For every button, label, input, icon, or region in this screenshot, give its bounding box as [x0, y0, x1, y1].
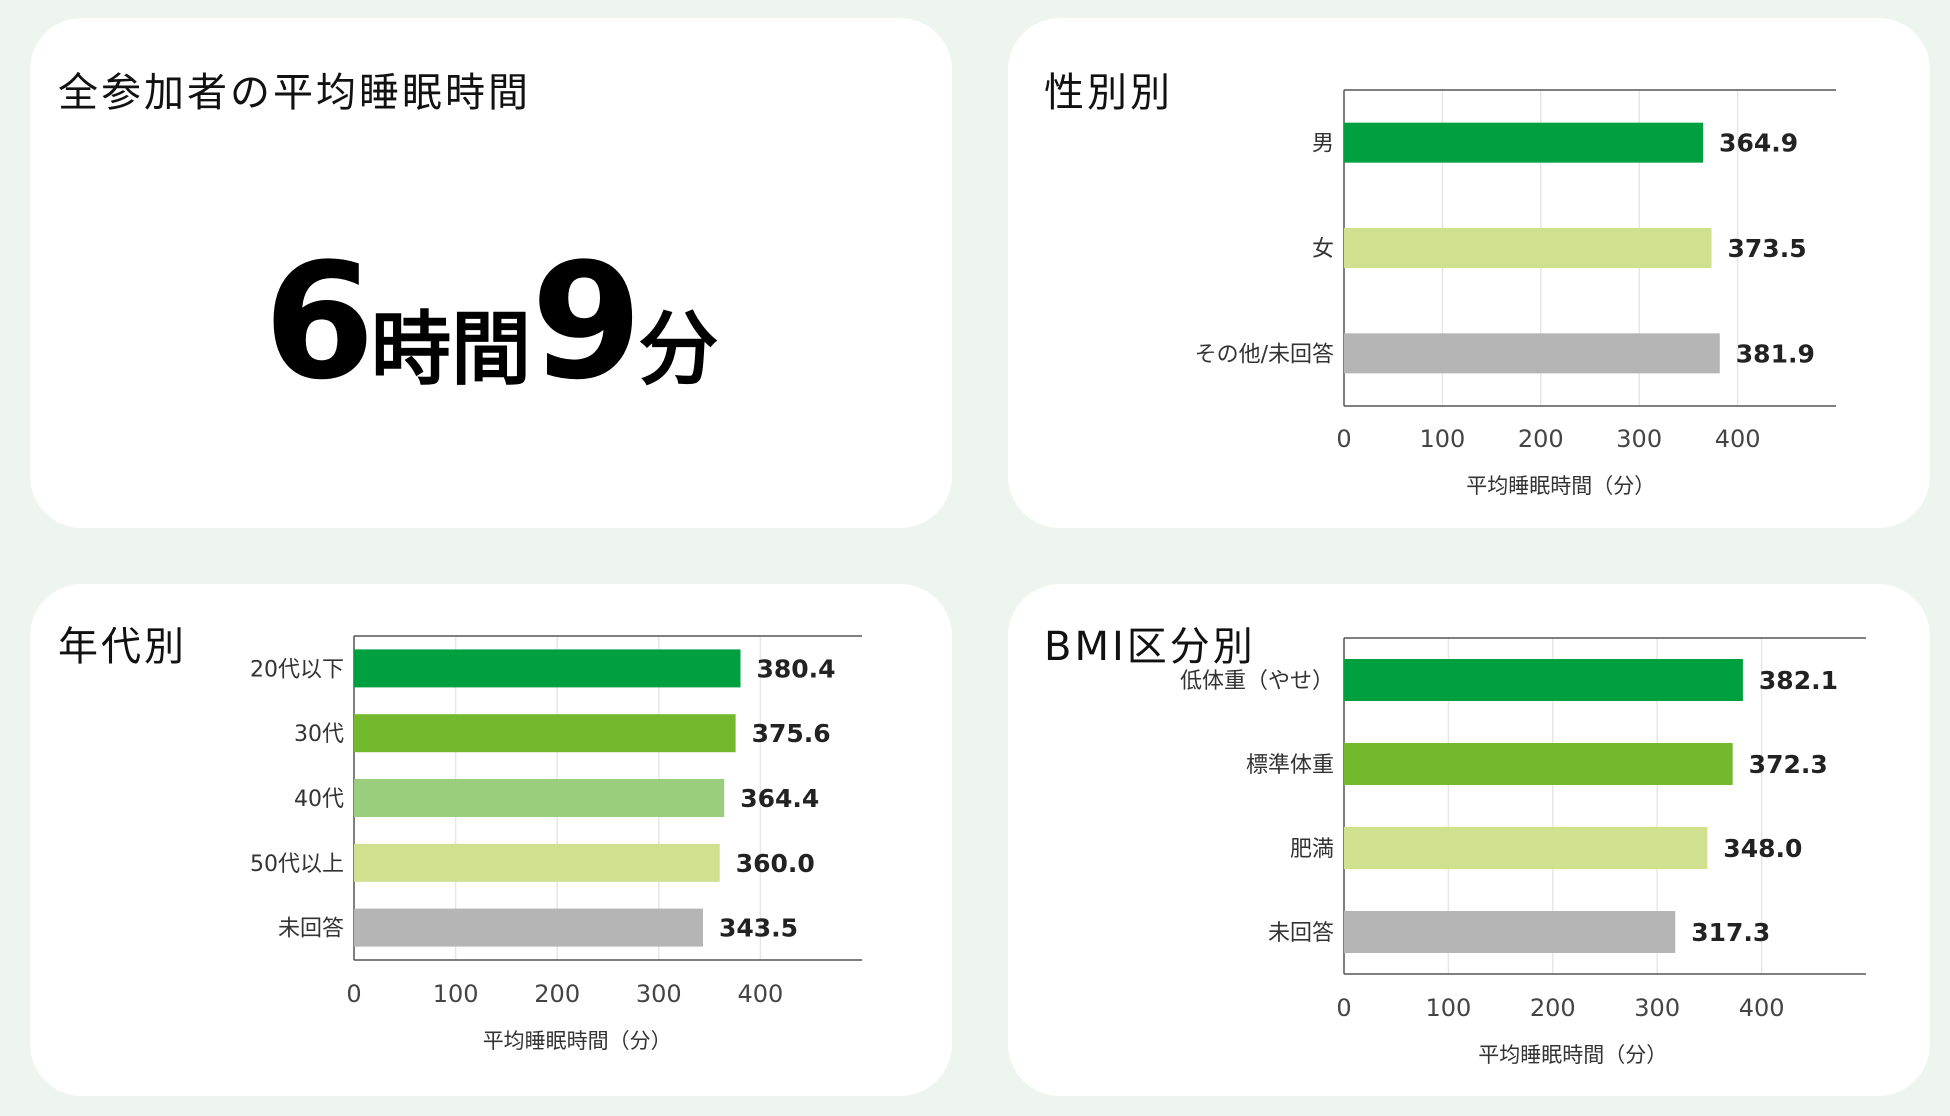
x-tick-label: 0 [1336, 994, 1351, 1022]
x-axis-title: 平均睡眠時間（分） [1466, 474, 1655, 498]
x-axis-title: 平均睡眠時間（分） [483, 1029, 672, 1053]
data-label: 317.3 [1691, 918, 1770, 947]
category-label: 50代以上 [250, 852, 344, 877]
data-label: 364.4 [740, 784, 819, 813]
category-label: 20代以下 [250, 657, 344, 682]
bar [354, 714, 736, 753]
minutes-value: 9 [531, 228, 642, 415]
x-tick-label: 200 [534, 980, 580, 1008]
category-label: 低体重（やせ） [1180, 669, 1334, 694]
bar [354, 649, 741, 688]
bmi-bar-chart: 低体重（やせ） 382.1 標準体重 372.3 肥満 348.0 未回答 317.3 0 100… [1180, 637, 1866, 1067]
bar [1344, 228, 1712, 268]
data-label: 382.1 [1759, 666, 1838, 695]
x-axis-title: 平均睡眠時間（分） [1478, 1043, 1667, 1067]
data-label: 348.0 [1723, 834, 1802, 863]
category-label: 未回答 [278, 917, 344, 942]
gender-card: 性別別 男 364.9 女 373.5 その他/未回答 381.9 0 100 200 300 40… [1008, 18, 1930, 528]
category-label: 30代 [294, 722, 344, 747]
bmi-chart-title: BMI区分別 [1044, 624, 1256, 670]
x-tick-label: 400 [737, 980, 783, 1008]
bar [354, 779, 725, 817]
minutes-unit: 分 [638, 303, 719, 396]
hours-unit: 時間 [371, 303, 531, 396]
gender-bar-chart: 男 364.9 女 373.5 その他/未回答 381.9 0 100 200 300 400 平均睡… [1195, 89, 1836, 498]
x-tick-label: 200 [1530, 994, 1576, 1022]
x-tick-label: 300 [1616, 425, 1662, 453]
category-label: 女 [1312, 237, 1334, 262]
data-label: 380.4 [756, 654, 835, 683]
x-tick-label: 400 [1739, 994, 1785, 1022]
category-label: 未回答 [1268, 921, 1334, 946]
data-label: 343.5 [719, 914, 798, 943]
category-label: 標準体重 [1246, 753, 1334, 778]
bar [354, 843, 720, 882]
age-bar-chart: 20代以下 380.4 30代 375.6 40代 364.4 50代以上 360.0 未回答 3… [250, 635, 862, 1053]
data-label: 373.5 [1728, 234, 1807, 263]
overall-title: 全参加者の平均睡眠時間 [58, 70, 531, 116]
data-label: 372.3 [1749, 750, 1828, 779]
bar [1344, 827, 1708, 869]
x-tick-label: 200 [1518, 425, 1564, 453]
x-tick-label: 100 [1425, 994, 1471, 1022]
category-label: その他/未回答 [1195, 342, 1334, 367]
overall-average-value: 6時間9分 [30, 228, 952, 415]
x-tick-label: 400 [1715, 425, 1761, 453]
x-tick-label: 0 [1336, 425, 1351, 453]
bar [1344, 659, 1743, 701]
data-label: 375.6 [752, 719, 831, 748]
bar [1344, 911, 1676, 953]
gender-chart-title: 性別別 [1044, 70, 1173, 116]
hours-value: 6 [263, 228, 375, 415]
bar [1344, 743, 1733, 785]
data-label: 360.0 [736, 849, 815, 878]
age-chart-title: 年代別 [58, 624, 187, 670]
x-tick-label: 100 [433, 980, 479, 1008]
x-tick-label: 300 [636, 980, 682, 1008]
age-card: 年代別 20代以下 380.4 30代 375.6 40代 364.4 50代以上 360.0… [30, 584, 952, 1096]
category-label: 男 [1312, 132, 1334, 157]
category-label: 40代 [294, 787, 344, 812]
data-label: 381.9 [1736, 339, 1815, 368]
overall-card: 全参加者の平均睡眠時間 6時間9分 [30, 18, 952, 528]
bmi-card: BMI区分別 低体重（やせ） 382.1 標準体重 372.3 肥満 348.0 未回答 31… [1008, 584, 1930, 1096]
x-tick-label: 100 [1419, 425, 1465, 453]
category-label: 肥満 [1290, 837, 1334, 862]
bar [1344, 333, 1720, 374]
x-tick-label: 300 [1634, 994, 1680, 1022]
x-tick-label: 0 [346, 980, 361, 1008]
data-label: 364.9 [1719, 129, 1798, 158]
bar [354, 908, 703, 947]
bar [1344, 122, 1704, 163]
